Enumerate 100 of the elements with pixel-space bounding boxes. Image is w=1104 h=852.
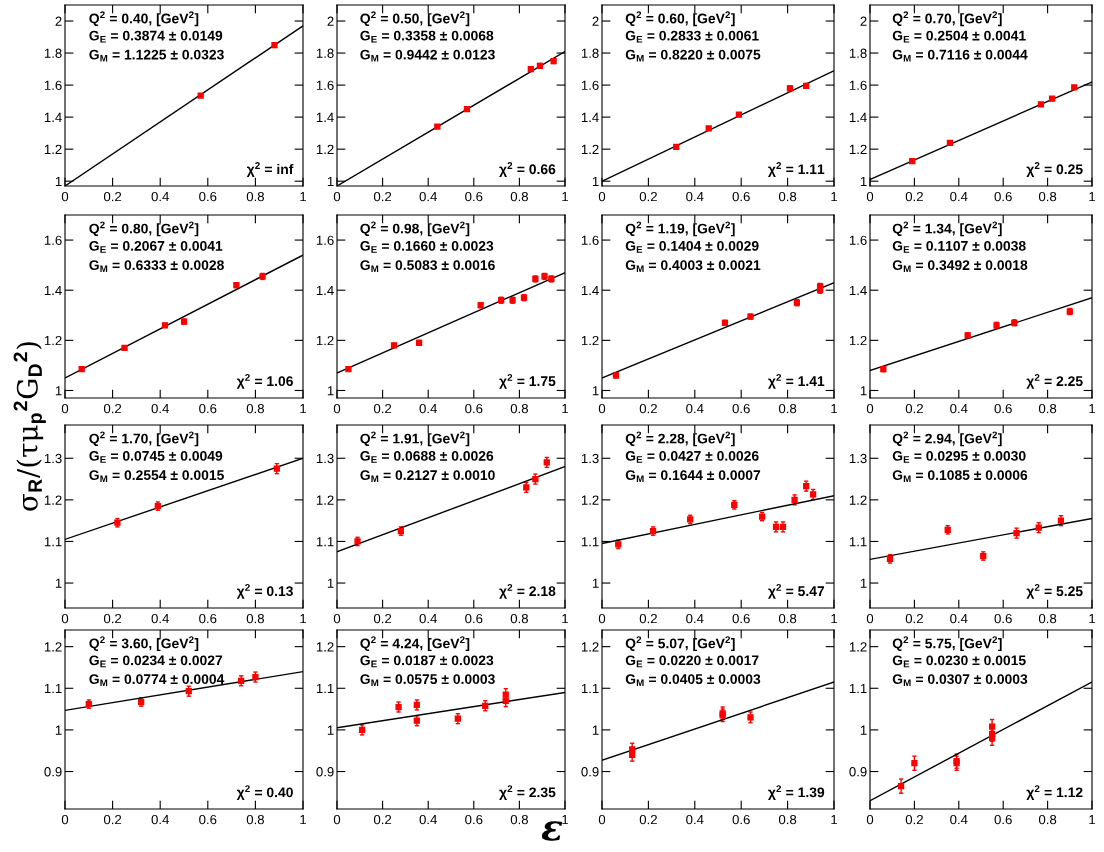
x-tick-label: 0.8 (510, 814, 528, 825)
annotation: χ$^{2}$ = 1.75 (499, 373, 556, 389)
y-tick-label: 1.2 (849, 495, 867, 505)
y-tick-label: 1.3 (581, 453, 599, 464)
annotation: G$_{M}$ = 0.7116 ± 0.0044 (892, 49, 1028, 62)
y-tick-label: 1 (860, 386, 867, 396)
x-tick-label: 0.2 (103, 814, 122, 825)
annotation: Q$^{2}$ = 1.34, [GeV$^{2}$] (892, 221, 1002, 237)
x-tick-label: 0.8 (1038, 403, 1057, 414)
x-tick-label: 1 (1089, 192, 1096, 202)
y-tick-label: 1.2 (44, 335, 62, 346)
x-tick-label: 0.4 (686, 403, 704, 414)
x-tick-label: 1 (562, 192, 569, 202)
y-tick-label: 1 (327, 725, 334, 735)
x-tick-label: 0.4 (151, 613, 169, 624)
x-tick-label: 0.8 (246, 814, 264, 825)
x-tick-label: 0.8 (510, 613, 528, 624)
x-tick-label: 0.2 (905, 814, 923, 825)
annotation: Q$^{2}$ = 2.28, [GeV$^{2}$] (625, 431, 735, 447)
y-tick-label: 1.2 (44, 642, 62, 652)
y-tick-label: 1 (592, 725, 599, 735)
x-tick-label: 0.8 (1038, 613, 1057, 624)
annotation: Q$^{2}$ = 5.07, [GeV$^{2}$] (625, 636, 735, 652)
y-tick-label: 1.1 (316, 537, 334, 547)
x-tick-label: 0.2 (373, 403, 392, 414)
x-tick-label: 0.4 (950, 814, 968, 825)
x-tick-label: 0.8 (778, 613, 797, 624)
annotation: G$_{M}$ = 0.1644 ± 0.0007 (625, 470, 761, 483)
x-tick-label: 1 (562, 815, 569, 825)
y-tick-label: 1 (327, 176, 334, 186)
y-tick-label: 1.6 (581, 235, 599, 245)
x-tick-label: 0.6 (199, 403, 217, 414)
annotation: G$_{M}$ = 0.0774 ± 0.0004 (89, 674, 225, 687)
y-tick-label: 1.1 (581, 683, 599, 694)
x-tick-label: 0.8 (778, 403, 797, 414)
y-tick-label: 1.4 (44, 112, 62, 122)
y-tick-label: 1.6 (44, 235, 62, 245)
annotation: G$_{M}$ = 0.2127 ± 0.0010 (360, 470, 495, 483)
annotation: G$_{M}$ = 0.9442 ± 0.0123 (360, 49, 495, 62)
x-tick-label: 1 (562, 614, 569, 624)
x-tick-label: 0.6 (994, 613, 1012, 624)
y-tick-label: 1.4 (849, 285, 867, 295)
x-tick-label: 0.6 (994, 191, 1012, 202)
x-tick-label: 0.6 (465, 191, 483, 202)
annotation: G$_{E}$ = 0.0295 ± 0.0030 (892, 450, 1026, 463)
y-tick-label: 1.8 (44, 48, 62, 58)
x-tick-label: 0.4 (950, 403, 968, 414)
y-tick-label: 1.8 (316, 48, 334, 58)
x-tick-label: 0.8 (1038, 814, 1057, 825)
y-tick-label: 1.4 (849, 112, 867, 122)
annotation: Q$^{2}$ = 0.80, [GeV$^{2}$] (89, 221, 199, 237)
x-tick-label: 0.2 (905, 191, 923, 202)
y-tick-label: 1.3 (849, 453, 867, 464)
annotation: χ$^{2}$ = 1.41 (768, 373, 825, 389)
x-tick-label: 0.4 (419, 191, 437, 202)
x-tick-label: 1 (831, 192, 838, 202)
x-tick-label: 0.4 (686, 613, 704, 624)
y-tick-label: 1.2 (316, 335, 334, 346)
annotation: G$_{M}$ = 0.0575 ± 0.0003 (360, 674, 495, 687)
x-tick-label: 0 (61, 814, 69, 825)
annotation: Q$^{2}$ = 0.60, [GeV$^{2}$] (625, 11, 735, 27)
x-tick-label: 0.2 (373, 191, 392, 202)
x-tick-label: 1 (300, 614, 307, 624)
annotation: χ$^{2}$ = 1.11 (768, 162, 825, 177)
y-tick-label: 1.4 (316, 112, 334, 122)
y-tick-label: 1.2 (581, 335, 599, 346)
x-tick-label: 1 (831, 614, 838, 624)
x-tick-label: 1 (300, 192, 307, 202)
annotation: Q$^{2}$ = 3.60, [GeV$^{2}$] (89, 636, 199, 652)
x-tick-label: 0.8 (246, 613, 264, 624)
annotation: G$_{E}$ = 0.1107 ± 0.0038 (892, 240, 1026, 253)
annotation: χ$^{2}$ = 2.35 (499, 785, 556, 800)
annotation: χ$^{2}$ = 0.40 (236, 785, 293, 800)
y-tick-label: 1.2 (849, 642, 867, 652)
y-tick-label: 1 (327, 578, 334, 588)
annotation: G$_{E}$ = 0.2833 ± 0.0061 (625, 30, 759, 43)
x-tick-label: 0.6 (199, 814, 217, 825)
x-tick-label: 0 (333, 814, 341, 825)
x-tick-label: 0 (866, 613, 874, 624)
annotation: G$_{E}$ = 0.0234 ± 0.0027 (89, 655, 223, 668)
x-tick-label: 0.6 (732, 613, 750, 624)
x-tick-label: 0 (61, 403, 69, 414)
x-tick-label: 0.6 (465, 814, 483, 825)
y-tick-label: 2 (860, 16, 867, 26)
y-tick-label: 1.4 (581, 285, 599, 295)
y-tick-label: 1.1 (849, 683, 867, 694)
annotation: G$_{M}$ = 1.1225 ± 0.0323 (89, 49, 224, 62)
y-tick-label: 1 (860, 578, 867, 588)
x-tick-label: 0.4 (686, 191, 704, 202)
annotation: Q$^{2}$ = 0.50, [GeV$^{2}$] (360, 11, 470, 27)
x-tick-label: 1 (562, 404, 569, 414)
y-tick-label: 0.9 (44, 767, 62, 777)
x-tick-label: 0.4 (419, 814, 437, 825)
x-tick-label: 0.6 (994, 814, 1012, 825)
y-tick-label: 1 (860, 725, 867, 735)
y-tick-label: 0.9 (581, 767, 599, 777)
annotation: Q$^{2}$ = 0.70, [GeV$^{2}$] (892, 11, 1002, 27)
x-tick-label: 0 (598, 403, 606, 414)
y-tick-label: 2 (55, 16, 62, 26)
x-tick-label: 0.6 (994, 403, 1012, 414)
